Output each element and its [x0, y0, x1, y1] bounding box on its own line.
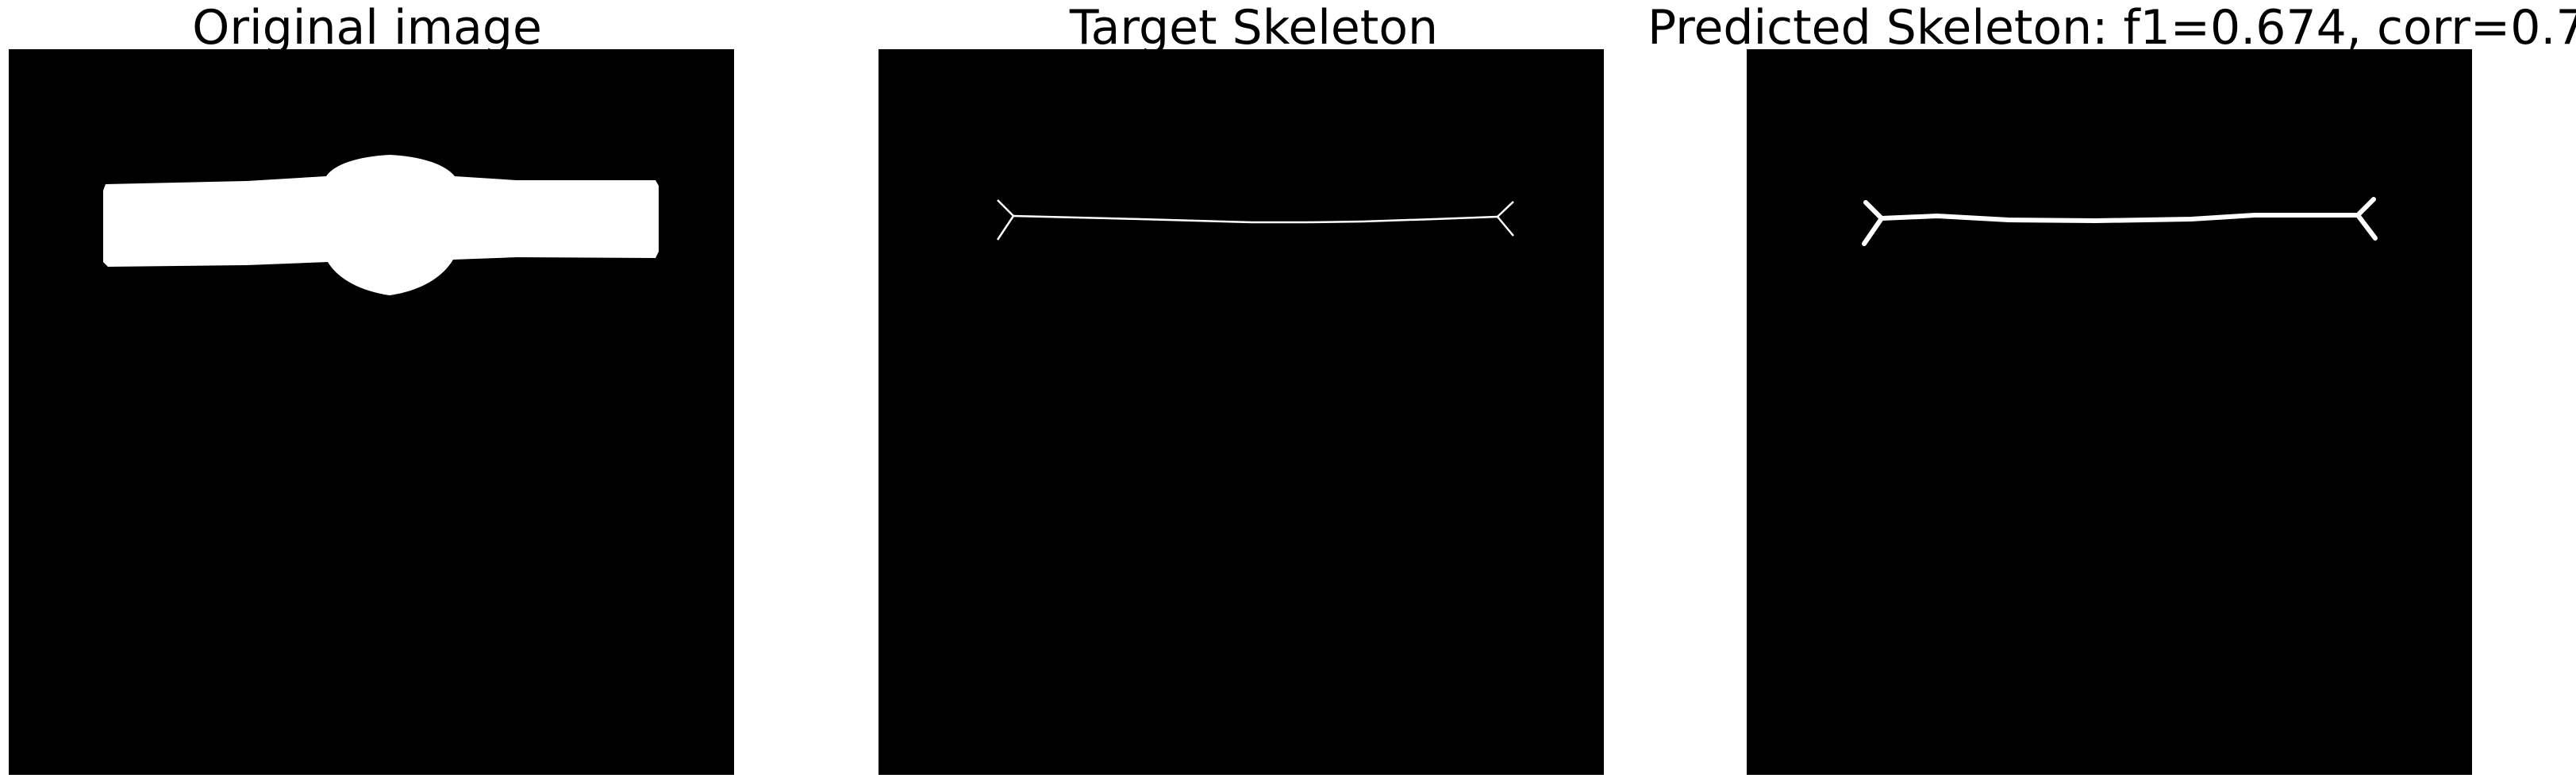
- predicted-skeleton-image: [1747, 49, 2472, 775]
- predicted-left-branch-upper: [1863, 200, 1884, 221]
- predicted-skeleton: [1862, 197, 2378, 246]
- predicted-right-branch-lower: [2355, 213, 2378, 241]
- image-background: [1747, 49, 2472, 775]
- image-background: [879, 49, 1604, 775]
- panel-original: Original image: [0, 0, 794, 782]
- panel-predicted: Predicted Skeleton: f1=0.674, corr=0.713: [1647, 0, 2576, 782]
- target-skeleton: [996, 199, 1514, 241]
- target-skeleton-image: [879, 49, 1604, 775]
- predicted-skeleton-main-line: [1879, 213, 2360, 224]
- panel-target: Target Skeleton: [857, 0, 1651, 782]
- predicted-right-branch-upper: [2355, 197, 2376, 218]
- predicted-left-branch-lower: [1862, 216, 1884, 246]
- panel-title-original: Original image: [192, 0, 542, 56]
- target-right-branch-upper: [1497, 201, 1514, 218]
- predicted-skeleton-canvas: [1747, 49, 2472, 775]
- target-left-branch-upper: [997, 199, 1014, 217]
- original-image: [9, 49, 734, 775]
- target-skeleton-main-line: [1013, 214, 1498, 224]
- target-left-branch-lower: [996, 215, 1015, 241]
- target-skeleton-canvas: [879, 49, 1604, 775]
- panel-title-target: Target Skeleton: [1069, 0, 1439, 56]
- panel-title-predicted: Predicted Skeleton: f1=0.674, corr=0.713: [1647, 0, 2576, 56]
- original-image-canvas: [9, 49, 734, 775]
- target-right-branch-lower: [1497, 216, 1514, 237]
- original-blob: [103, 155, 659, 295]
